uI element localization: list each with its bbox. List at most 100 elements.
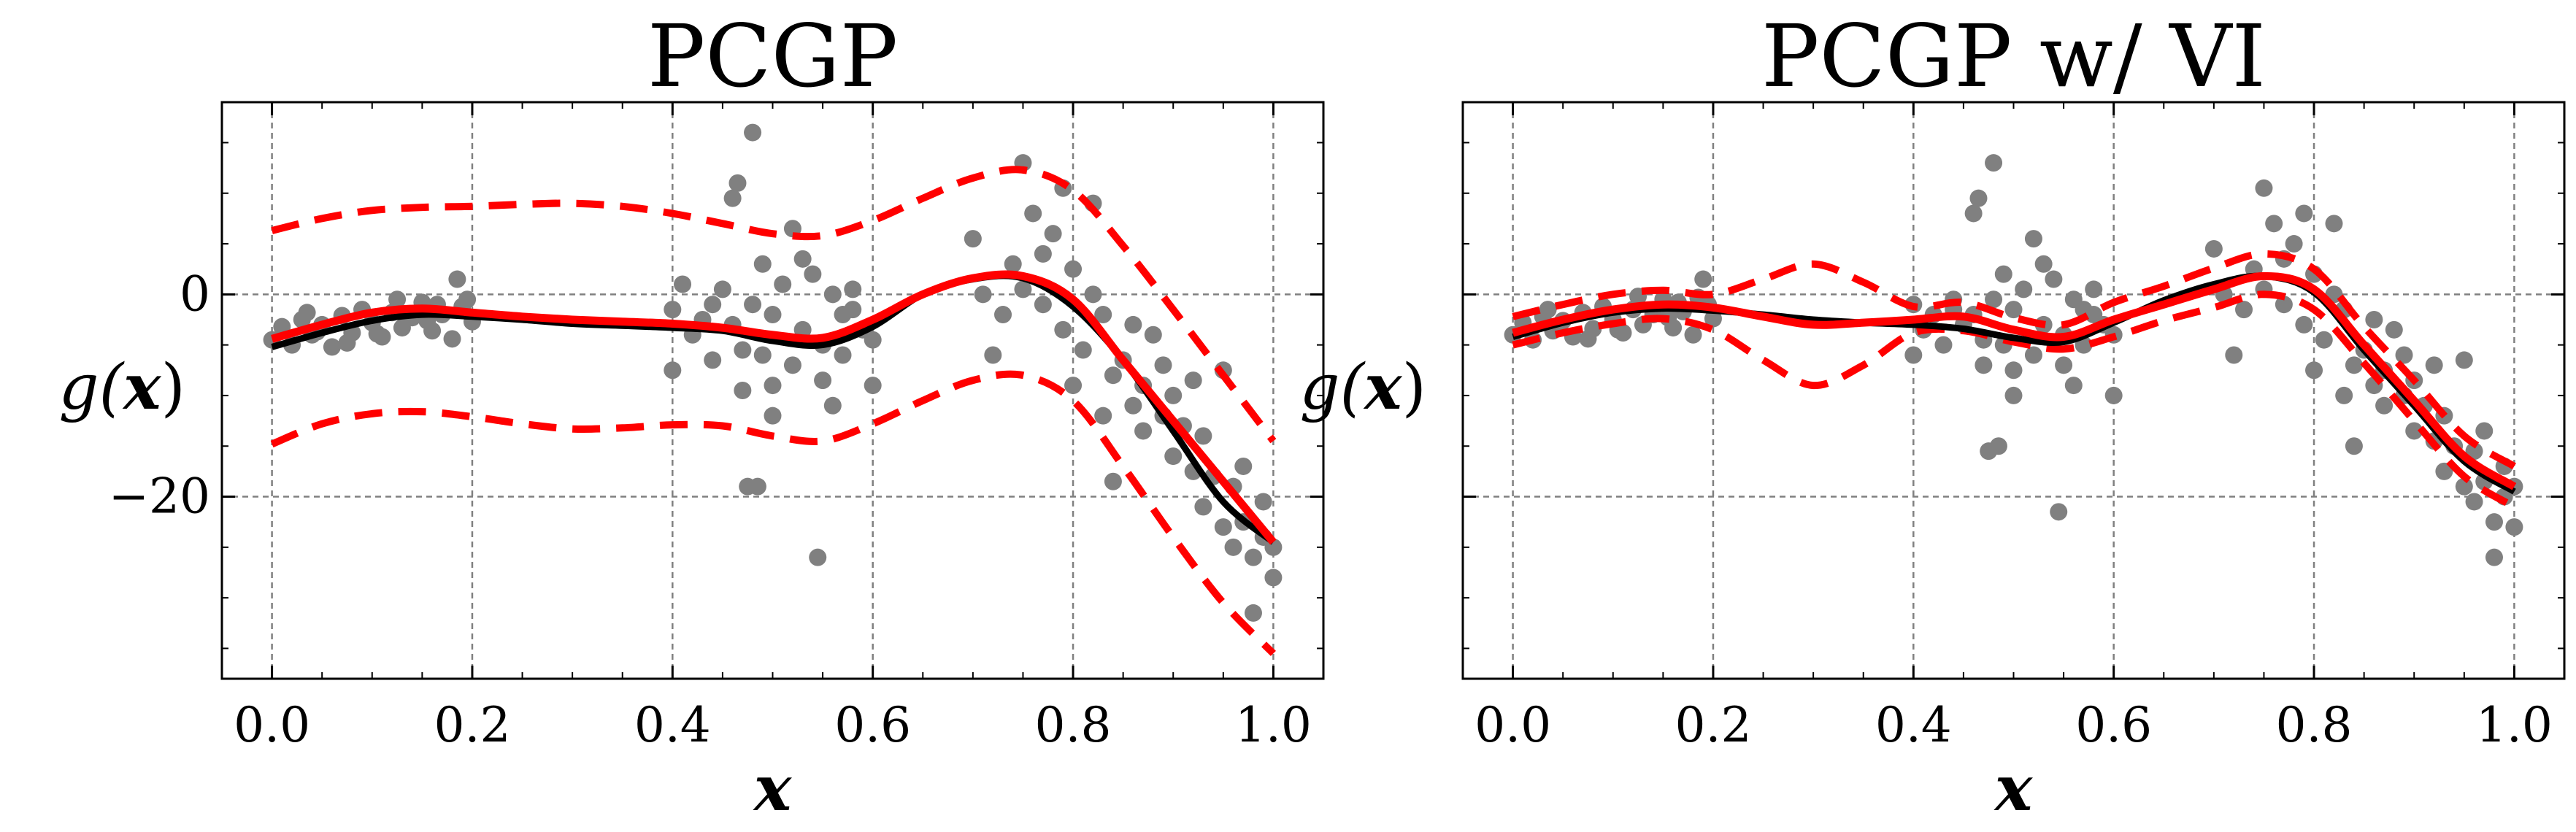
predictive-mean-line: [1512, 271, 2517, 490]
observation-point: [744, 296, 762, 314]
observation-point: [744, 123, 762, 142]
observation-point: [2265, 215, 2283, 233]
observation-point: [323, 338, 341, 356]
observation-point: [2505, 518, 2523, 536]
observation-point: [793, 250, 812, 268]
observation-point: [2024, 230, 2042, 248]
observation-point: [1074, 341, 1092, 359]
observation-point: [2255, 179, 2273, 197]
observation-point: [2064, 290, 2083, 309]
observation-point: [338, 334, 356, 352]
observation-point: [994, 306, 1012, 324]
observation-point: [704, 351, 722, 369]
lower-bound-dashed-line: [1512, 290, 2516, 510]
observation-point: [1969, 189, 1988, 207]
observation-point: [2034, 255, 2053, 273]
observation-point: [964, 230, 982, 248]
observation-point: [1184, 371, 1202, 390]
y-tick-label: 0: [180, 266, 210, 322]
observation-point: [1154, 356, 1172, 374]
upper-bound-dashed-line: [1512, 250, 2516, 470]
observation-point: [2024, 346, 2042, 364]
observation-point: [2050, 503, 2068, 521]
plot-area: [263, 123, 1283, 656]
observation-point: [2305, 361, 2323, 380]
x-axis-label: x: [753, 752, 793, 825]
observation-point: [2015, 280, 2033, 298]
observation-point: [2475, 422, 2494, 440]
observation-point: [753, 346, 772, 364]
observation-point: [2335, 386, 2353, 404]
observation-point: [753, 255, 772, 273]
observation-point: [713, 280, 731, 298]
observation-point: [2064, 377, 2083, 395]
observation-point: [764, 306, 782, 324]
observation-point: [1975, 356, 1993, 374]
x-tick-label: 0.6: [834, 697, 911, 753]
observation-point: [1094, 407, 1112, 425]
observation-point: [1014, 280, 1032, 298]
observation-point: [1994, 265, 2012, 283]
x-tick-label: 0.8: [2276, 697, 2353, 753]
observation-point: [2385, 320, 2403, 339]
observation-point: [1104, 366, 1122, 385]
observation-point: [443, 330, 461, 348]
observation-point: [734, 341, 752, 359]
observation-point: [1084, 285, 1102, 304]
observation-point: [1054, 320, 1072, 339]
observation-point: [1539, 301, 1557, 319]
observation-point: [804, 265, 822, 283]
y-axis-label: g(x): [1300, 350, 1426, 424]
panel-1: 0.0 0.2 0.4 0.6 0.8 1.0 0 −20 PCGP x g(x): [59, 6, 1325, 825]
observation-point: [1094, 306, 1112, 324]
observation-point: [2285, 235, 2303, 253]
panel-2: 0.0 0.2 0.4 0.6 0.8 1.0 PCGP w/ VI x g(x): [1300, 6, 2566, 825]
observation-point: [2004, 301, 2023, 319]
observation-point: [1064, 260, 1083, 278]
observation-point: [1244, 548, 1262, 566]
chart-title: PCGP w/ VI: [1761, 6, 2266, 107]
observation-point: [2345, 356, 2363, 374]
observation-point: [2435, 462, 2453, 480]
observation-point: [1194, 427, 1212, 445]
observation-point: [2315, 331, 2333, 349]
observation-point: [674, 275, 692, 293]
observation-point: [1034, 244, 1052, 263]
x-tick-label: 0.2: [1675, 697, 1751, 753]
x-axis-label: x: [1993, 752, 2034, 825]
observation-point: [2235, 301, 2253, 319]
x-tick-label: 0.4: [1875, 697, 1952, 753]
observation-point: [2485, 513, 2503, 531]
observation-point: [2325, 215, 2343, 233]
observation-point: [298, 304, 316, 322]
observation-point: [2455, 351, 2473, 369]
x-tick-label: 0.2: [434, 697, 510, 753]
observation-point: [2485, 548, 2503, 566]
observation-point: [974, 285, 992, 304]
observation-point: [1194, 498, 1212, 516]
observation-point: [844, 280, 862, 298]
observation-point: [2004, 386, 2023, 404]
observation-point: [1985, 290, 2003, 309]
observation-point: [2055, 356, 2073, 374]
observation-point: [1704, 309, 1722, 328]
upper-bound-dashed-line: [271, 166, 1277, 444]
observation-point: [2465, 442, 2483, 461]
observation-point: [2345, 437, 2363, 455]
observation-point: [2295, 315, 2313, 334]
observation-point: [814, 371, 832, 390]
observation-point: [1124, 315, 1142, 334]
observation-point: [1694, 270, 1712, 288]
x-tick-label: 0.4: [634, 697, 711, 753]
observation-point: [664, 301, 682, 319]
observation-point: [1254, 493, 1272, 511]
observation-point: [2465, 493, 2483, 511]
observation-point: [1104, 472, 1122, 490]
observation-point: [1164, 447, 1183, 466]
x-tick-label: 0.6: [2075, 697, 2152, 753]
observation-point: [2295, 204, 2313, 223]
x-tick-label: 0.0: [234, 697, 310, 753]
observation-point: [823, 396, 842, 415]
observation-point: [2395, 346, 2413, 364]
